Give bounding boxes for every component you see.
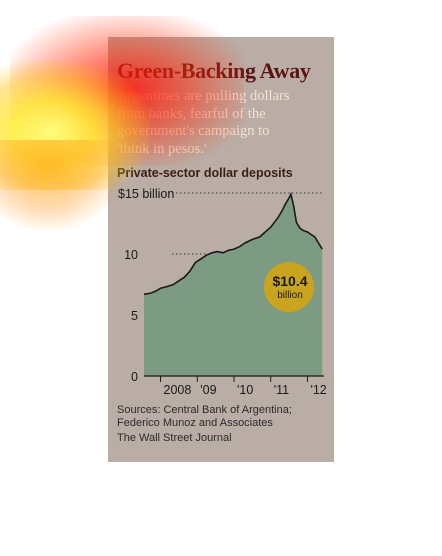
- chart-footer: Sources: Central Bank of Argentina; Fede…: [117, 404, 332, 445]
- x-tick-label: 2008: [164, 383, 192, 397]
- source-note: Sources: Central Bank of Argentina; Fede…: [117, 404, 292, 429]
- callout-unit: billion: [277, 290, 303, 301]
- y-tick-label: 0: [131, 370, 138, 384]
- area-layer: [143, 191, 323, 376]
- x-tick-label: '10: [237, 383, 253, 397]
- y-tick-label: 10: [124, 248, 138, 262]
- axis-layer: [144, 375, 324, 382]
- y-tick-label: $15 billion: [118, 187, 174, 201]
- callout-value: $10.4: [272, 273, 307, 289]
- callout-circle: [264, 262, 314, 312]
- x-tick-label: '11: [274, 383, 289, 397]
- series-label: Private-sector dollar deposits: [117, 166, 293, 180]
- series-line: [143, 191, 323, 296]
- publisher-credit: The Wall Street Journal: [117, 432, 232, 444]
- x-tick-label: '12: [310, 383, 326, 397]
- callout-layer: $10.4 billion: [264, 262, 314, 312]
- area-fill: [144, 194, 323, 376]
- y-tick-label: 5: [131, 309, 138, 323]
- label-layer: 0 5 10 $15 billion 2008 '09 '10 '11 '12: [118, 187, 327, 397]
- x-tick-label: '09: [200, 383, 216, 397]
